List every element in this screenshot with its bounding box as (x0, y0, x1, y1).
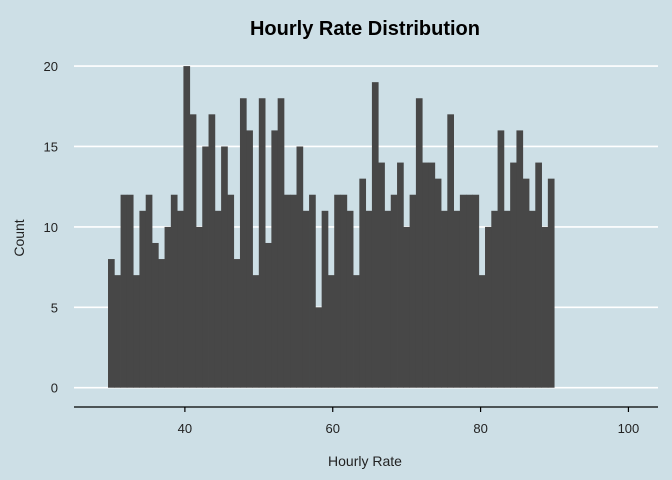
histogram-bar (139, 210, 147, 388)
bars (108, 66, 555, 388)
histogram-bar (177, 210, 184, 388)
x-axis-ticks: 40 60 80 100 (178, 407, 640, 436)
histogram-bar (478, 275, 486, 388)
histogram-bar (434, 178, 442, 388)
histogram-bar (346, 210, 354, 388)
histogram-bar (277, 98, 285, 388)
histogram-bar (239, 98, 247, 388)
histogram-bar (485, 226, 492, 388)
histogram-bar (114, 275, 121, 388)
histogram-bar (503, 210, 511, 388)
histogram-bar (283, 194, 291, 388)
histogram-bar (133, 275, 140, 388)
histogram-bar (409, 194, 417, 388)
histogram-bar (447, 114, 454, 388)
histogram-bar (327, 275, 335, 388)
histogram-bar (120, 194, 128, 388)
histogram-bar (252, 275, 260, 388)
histogram-bar (158, 259, 165, 388)
y-tick-label: 15 (44, 139, 58, 154)
histogram-bar (258, 98, 266, 388)
histogram-bar (535, 162, 542, 388)
histogram-bar (459, 194, 467, 388)
histogram-bar (522, 178, 530, 388)
histogram-bar (441, 210, 448, 388)
histogram-bar (321, 210, 329, 388)
x-axis-label: Hourly Rate (328, 453, 402, 469)
x-tick-label: 100 (618, 421, 640, 436)
histogram-bar (271, 130, 279, 388)
histogram-bar (170, 194, 178, 388)
histogram-bar (516, 130, 524, 388)
histogram-bar (151, 242, 159, 388)
histogram-bar (359, 178, 367, 388)
y-tick-label: 10 (44, 220, 58, 235)
histogram-bar (472, 194, 480, 388)
histogram-bar (497, 130, 505, 388)
histogram-bar (221, 146, 228, 388)
histogram-bar (208, 114, 216, 388)
histogram-bar (302, 210, 310, 388)
histogram-bar (315, 307, 323, 388)
histogram-bar (195, 226, 203, 388)
histogram-bar (145, 194, 153, 388)
histogram-bar (126, 194, 134, 388)
histogram-bar (164, 226, 172, 388)
y-axis-ticks: 0 5 10 15 20 (44, 59, 58, 396)
histogram-bar (415, 98, 423, 388)
y-tick-label: 0 (51, 381, 58, 396)
histogram-bar (453, 210, 461, 388)
histogram-bar (189, 114, 197, 388)
histogram-bar (510, 162, 517, 388)
histogram-bar (246, 130, 253, 388)
chart-title: Hourly Rate Distribution (250, 18, 480, 40)
histogram-bar (296, 146, 304, 388)
x-tick-label: 40 (178, 421, 192, 436)
histogram-bar (371, 82, 379, 388)
histogram-bar (290, 194, 297, 388)
histogram-bar (353, 275, 360, 388)
y-tick-label: 5 (51, 300, 58, 315)
x-tick-label: 80 (473, 421, 487, 436)
histogram-bar (309, 194, 316, 388)
histogram-bar (214, 210, 222, 388)
histogram-bar (547, 178, 555, 388)
histogram-bar (227, 194, 235, 388)
y-axis-label: Count (11, 219, 27, 256)
histogram-bar (340, 194, 348, 388)
histogram-bar (428, 162, 436, 388)
histogram-bar (529, 210, 536, 388)
histogram-bar (378, 162, 385, 388)
histogram-bar (384, 210, 392, 388)
histogram-bar (422, 162, 429, 388)
histogram-bar (265, 242, 272, 388)
y-tick-label: 20 (44, 59, 58, 74)
histogram-bar (233, 259, 241, 388)
histogram-bar (334, 194, 341, 388)
histogram-bar (390, 194, 398, 388)
histogram-bar (108, 259, 115, 388)
histogram-bar (541, 226, 549, 388)
histogram-bar (365, 210, 373, 388)
histogram-bar (397, 162, 404, 388)
histogram-bar (202, 146, 209, 388)
histogram-bar (466, 194, 473, 388)
histogram-bar (491, 210, 498, 388)
histogram-bar (403, 226, 411, 388)
x-tick-label: 60 (325, 421, 339, 436)
histogram-bar (183, 66, 191, 388)
